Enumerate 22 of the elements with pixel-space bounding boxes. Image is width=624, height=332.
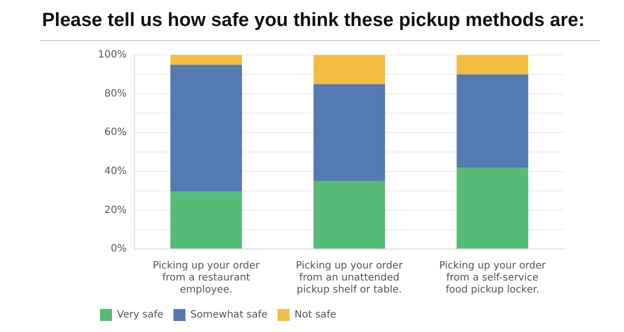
x-tick-label: Picking up your order from a restaurant employee.	[152, 260, 260, 296]
y-tick-label: 100%	[98, 50, 127, 61]
x-tick-label: Picking up your order from an unattended pickup shelf or table.	[296, 260, 404, 296]
x-tick-label: Picking up your order from a self-service food pickup locker.	[439, 260, 547, 296]
y-tick-label: 20%	[104, 204, 127, 216]
bar	[314, 181, 386, 248]
bar	[456, 74, 528, 168]
bar	[170, 55, 242, 65]
bar	[456, 168, 528, 248]
y-tick-label: 40%	[104, 166, 127, 177]
bar	[456, 55, 528, 74]
legend-label: Very safe	[117, 310, 164, 321]
bar	[314, 55, 386, 84]
bar	[314, 84, 386, 182]
y-tick-label: 80%	[104, 88, 127, 100]
chart-title: Please tell us how safe you think these pickup methods are:	[41, 9, 586, 33]
bar	[170, 192, 242, 248]
y-tick-label: 60%	[104, 127, 127, 138]
bar	[170, 64, 242, 192]
legend-label: Somewhat safe	[190, 310, 268, 321]
y-tick-label: 0%	[110, 244, 127, 255]
legend-label: Not safe	[294, 310, 336, 321]
